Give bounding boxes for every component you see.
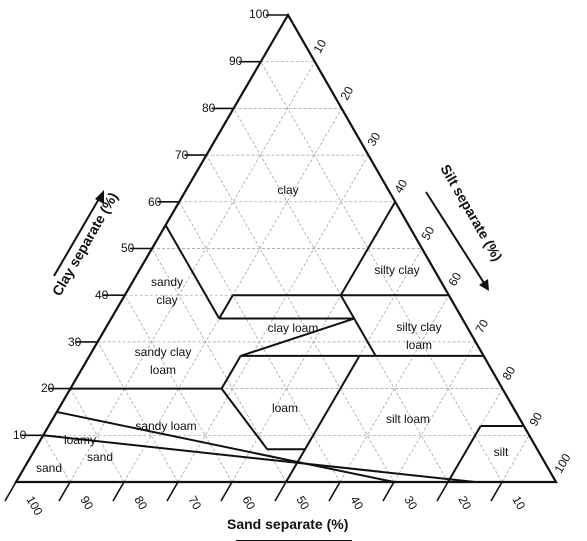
sand-tick-label: 80 — [131, 494, 150, 513]
region-label-silty-clay: silty clay — [374, 263, 419, 277]
clay-tick-label: 80 — [202, 101, 216, 115]
class-boundary-line — [285, 355, 361, 483]
class-boundary-line — [218, 294, 234, 320]
grid-line — [447, 388, 503, 483]
sand-tick-mark — [328, 481, 341, 502]
clay-tick-label: 50 — [121, 241, 135, 255]
clay-tick-label: 60 — [148, 195, 162, 209]
grid-line — [339, 295, 450, 483]
sand-tick-mark — [274, 481, 287, 502]
clay-tick-label: 70 — [175, 148, 189, 162]
sand-tick-label: 40 — [347, 494, 366, 513]
class-boundary-line — [56, 410, 395, 483]
clay-axis-title: Clay separate (%) — [49, 189, 121, 298]
region-label-sandy-clay-loam: sandy clay loam — [135, 345, 192, 377]
sand-tick-mark — [382, 481, 395, 502]
sand-tick-label: 60 — [239, 494, 258, 513]
grid-line — [501, 435, 530, 483]
class-boundary-line — [240, 317, 355, 357]
region-label-loamy-sand: loamy sand — [64, 433, 113, 464]
clay-tick-label: 30 — [68, 335, 82, 349]
sand-tick-label: 10 — [509, 494, 528, 513]
silt-tick-label: 60 — [445, 270, 464, 289]
clay-tick-label: 40 — [95, 288, 109, 302]
silt-tick-label: 80 — [499, 364, 518, 383]
texture-class-labels: clay silty clay sandy clay clay loam silt… — [36, 183, 509, 475]
sand-tick-mark — [4, 481, 17, 502]
grid-line — [206, 154, 395, 483]
sand-tick-mark — [436, 481, 449, 502]
sand-tick-label: 100 — [23, 494, 45, 519]
clay-axis: 10 20 30 40 50 60 70 80 90 100 — [13, 7, 269, 442]
grid-line — [42, 435, 71, 483]
class-boundary-line — [43, 434, 476, 483]
silt-tick-label: 10 — [310, 37, 329, 56]
class-boundary-line — [339, 294, 377, 357]
sand-tick-mark — [166, 481, 179, 502]
grid-line — [70, 388, 125, 483]
region-label-sandy-clay: sandy clay — [151, 275, 183, 307]
grid-line — [97, 341, 179, 483]
grid-line — [393, 341, 476, 483]
region-label-sandy-loam: sandy loam — [135, 419, 196, 433]
grid-line — [260, 61, 503, 483]
class-boundary-line — [220, 387, 269, 450]
sand-axis: 100 90 80 70 60 50 40 30 20 10 — [23, 494, 528, 519]
sand-tick-mark — [490, 481, 503, 502]
sand-tick-label: 30 — [401, 494, 420, 513]
region-label-loam: loam — [272, 401, 298, 415]
silt-tick-label: 70 — [472, 317, 491, 336]
silt-tick-label: 30 — [364, 130, 383, 149]
silt-tick-label: 90 — [526, 410, 545, 429]
region-label-silt: silt — [494, 445, 509, 459]
silt-axis-title: Silt separate (%) — [437, 162, 505, 264]
region-label-sand: sand — [36, 461, 62, 475]
region-label-silty-clay-loam: silty clay loam — [396, 320, 441, 352]
sand-tick-label: 20 — [455, 494, 474, 513]
region-label-clay-loam: clay loam — [268, 321, 319, 335]
silt-arrow-head — [479, 279, 489, 291]
grid-line — [178, 201, 341, 483]
reference-grid — [4, 14, 541, 502]
sand-tick-mark — [112, 481, 125, 502]
clay-tick-label: 20 — [41, 381, 55, 395]
clay-tick-label: 90 — [229, 54, 243, 68]
class-boundary-line — [220, 355, 242, 390]
class-boundary-line — [447, 425, 482, 483]
sand-axis-title: Sand separate (%) — [227, 516, 348, 532]
texture-class-boundaries — [43, 201, 524, 483]
clay-direction-arrow — [53, 196, 101, 277]
silt-tick-label: 100 — [551, 451, 573, 476]
region-label-clay: clay — [277, 183, 298, 197]
clay-arrow-head — [95, 190, 104, 204]
sand-tick-label: 70 — [185, 494, 204, 513]
clay-tick-label: 100 — [249, 7, 269, 21]
clay-tick-label: 10 — [13, 428, 27, 442]
sand-tick-mark — [58, 481, 71, 502]
silt-axis: 10 20 30 40 50 60 70 80 90 100 — [310, 37, 573, 476]
region-label-silt-loam: silt loam — [386, 412, 430, 426]
sand-tick-mark — [220, 481, 233, 502]
silt-tick-label: 40 — [391, 177, 410, 196]
triangle-outline — [14, 12, 558, 484]
class-boundary-line — [339, 201, 397, 296]
grid-line — [177, 154, 369, 483]
class-boundary-line — [164, 224, 221, 320]
silt-direction-arrow — [425, 191, 485, 284]
sand-tick-label: 90 — [77, 494, 96, 513]
silt-tick-label: 50 — [418, 224, 437, 243]
grid-line — [69, 61, 316, 483]
silt-tick-label: 20 — [337, 84, 356, 103]
sand-tick-label: 50 — [293, 494, 312, 513]
